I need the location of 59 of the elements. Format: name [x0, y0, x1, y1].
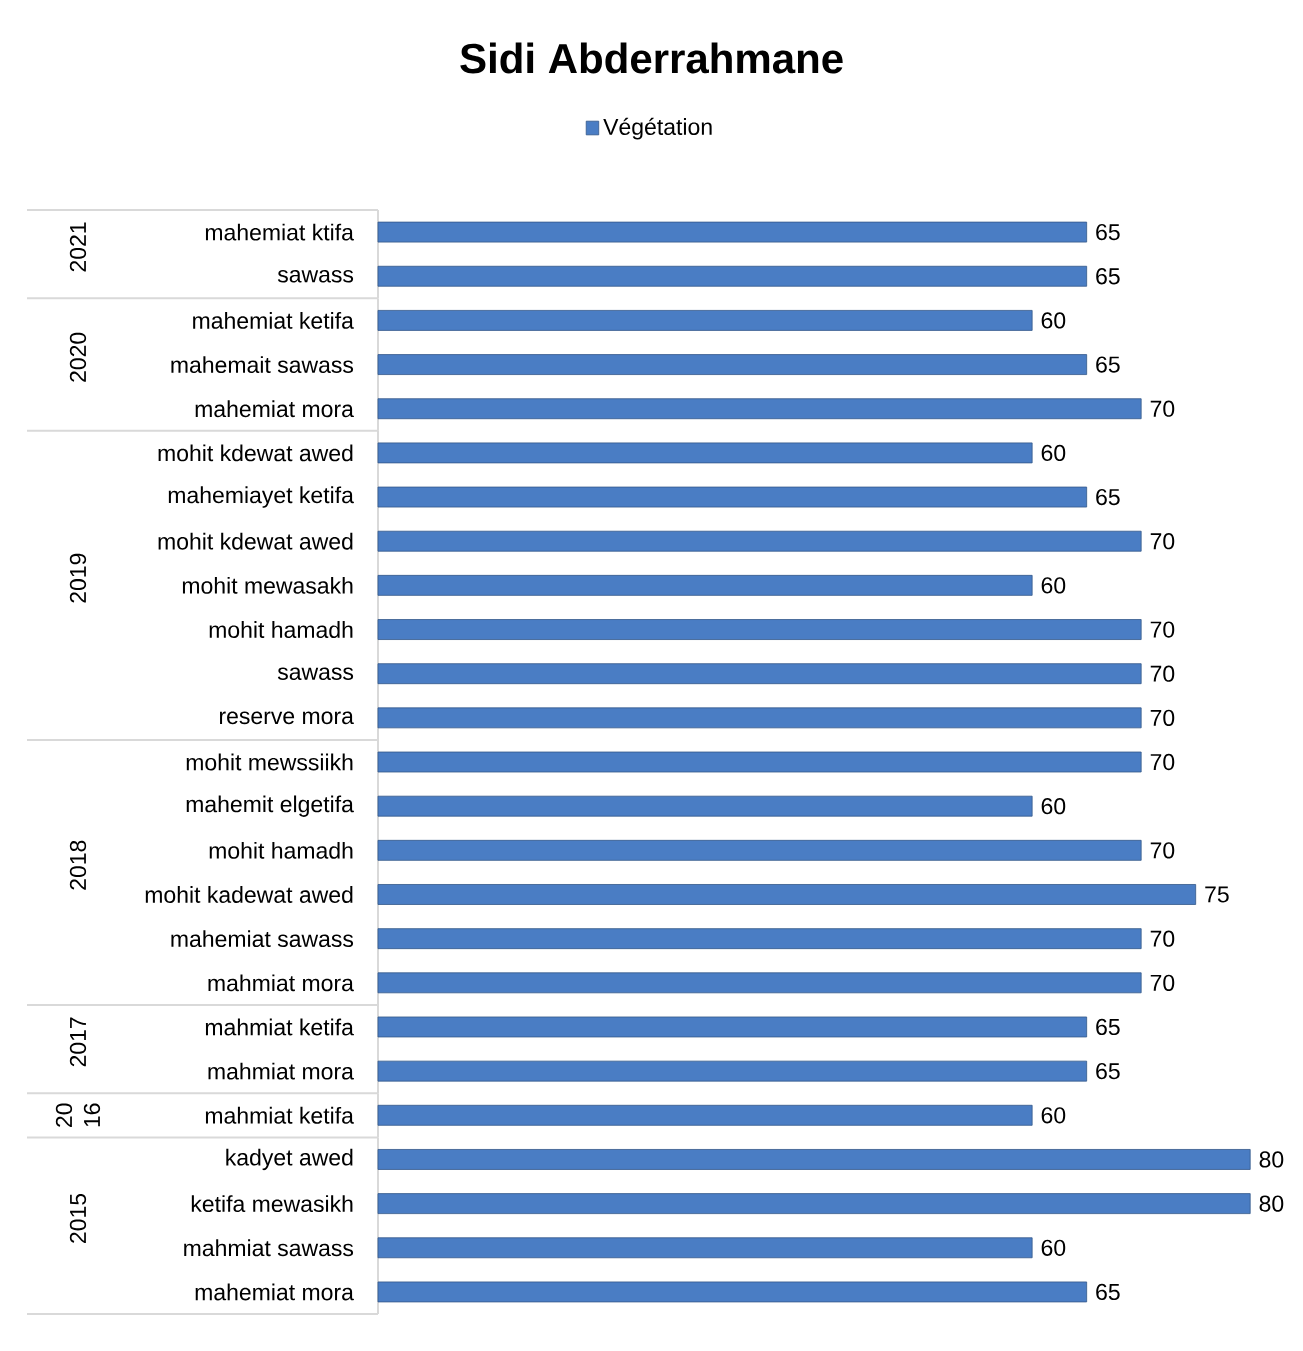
data-label: 60 [1041, 577, 1066, 594]
y-tick-label: mahmiat sawass [184, 1239, 354, 1257]
y-tick-label: sawass [277, 269, 354, 283]
y-tick-label: kadyet awed [226, 1148, 353, 1171]
y-tick-label: mahemiat mora [195, 1283, 354, 1301]
data-label: 60 [1041, 798, 1066, 815]
data-label: 70 [1150, 533, 1175, 550]
y-tick-label: mahmiat mora [208, 1062, 354, 1080]
data-label: 70 [1150, 842, 1175, 859]
y-tick-label: mahemiat sawass [171, 930, 354, 948]
y-axis-title: 2018 [69, 840, 87, 890]
y-tick-label: mahemiat mora [195, 400, 354, 418]
y-tick-label: mahemait sawass [171, 356, 354, 374]
data-label: 65 [1096, 488, 1120, 506]
data-label: 70 [1150, 974, 1175, 991]
y-axis-title: 2021 [69, 222, 87, 272]
y-tick-label: mahmiat ketifa [205, 1018, 354, 1036]
data-label: 80 [1259, 1151, 1284, 1168]
y-tick-label: mohit mewasakh [182, 576, 353, 594]
y-tick-label: mohit mewssiikh [186, 753, 353, 771]
y-tick-label: reserve mora [219, 711, 354, 725]
data-label: 70 [1150, 753, 1175, 771]
chart-title: Sidi Abderrahmane [460, 42, 843, 74]
data-label: 70 [1150, 400, 1175, 417]
y-axis-title: 2019 [69, 553, 87, 603]
data-label: 70 [1150, 930, 1175, 947]
data-label: 70 [1150, 665, 1175, 682]
data-label: 70 [1150, 621, 1175, 638]
data-label: 60 [1041, 1239, 1066, 1256]
y-axis-title: 2020 [69, 332, 87, 382]
legend-label: Végétation [603, 117, 712, 140]
data-label: 65 [1096, 1283, 1120, 1301]
y-tick-label: mohit hamadh [209, 841, 353, 859]
y-tick-label: mahemiat ketifa [193, 311, 354, 329]
y-tick-label: ketifa mewasikh [191, 1195, 353, 1213]
y-tick-label: mohit hamadh [209, 621, 353, 638]
data-label: 60 [1041, 444, 1066, 462]
data-label: 65 [1096, 1018, 1120, 1036]
data-label: 60 [1041, 312, 1066, 329]
data-label: 70 [1150, 709, 1175, 726]
y-axis-title: 2015 [69, 1193, 87, 1243]
y-tick-label: mahemit elgetifa [186, 795, 354, 817]
y-tick-label: mohit kadewat awed [145, 886, 353, 903]
data-label: 75 [1205, 886, 1229, 903]
y-tick-label: sawass [277, 667, 354, 680]
data-label: 65 [1096, 356, 1120, 373]
data-label: 65 [1096, 1062, 1120, 1080]
y-tick-label: mahmiat ketifa [205, 1106, 354, 1124]
y-axis-title: 20 16 [55, 1103, 101, 1127]
data-label: 65 [1096, 268, 1120, 285]
data-label: 80 [1259, 1195, 1284, 1212]
y-tick-label: mahemiayet ketifa [168, 486, 354, 508]
data-label: 65 [1096, 223, 1120, 241]
y-tick-label: mohit kdewat awed [158, 532, 353, 550]
y-axis-title: 2017 [69, 1017, 87, 1067]
y-tick-label: mahmiat mora [208, 974, 354, 992]
data-label: 60 [1041, 1107, 1066, 1124]
y-tick-label: mohit kdewat awed [158, 444, 353, 462]
y-tick-label: mahemiat ktifa [205, 223, 354, 241]
